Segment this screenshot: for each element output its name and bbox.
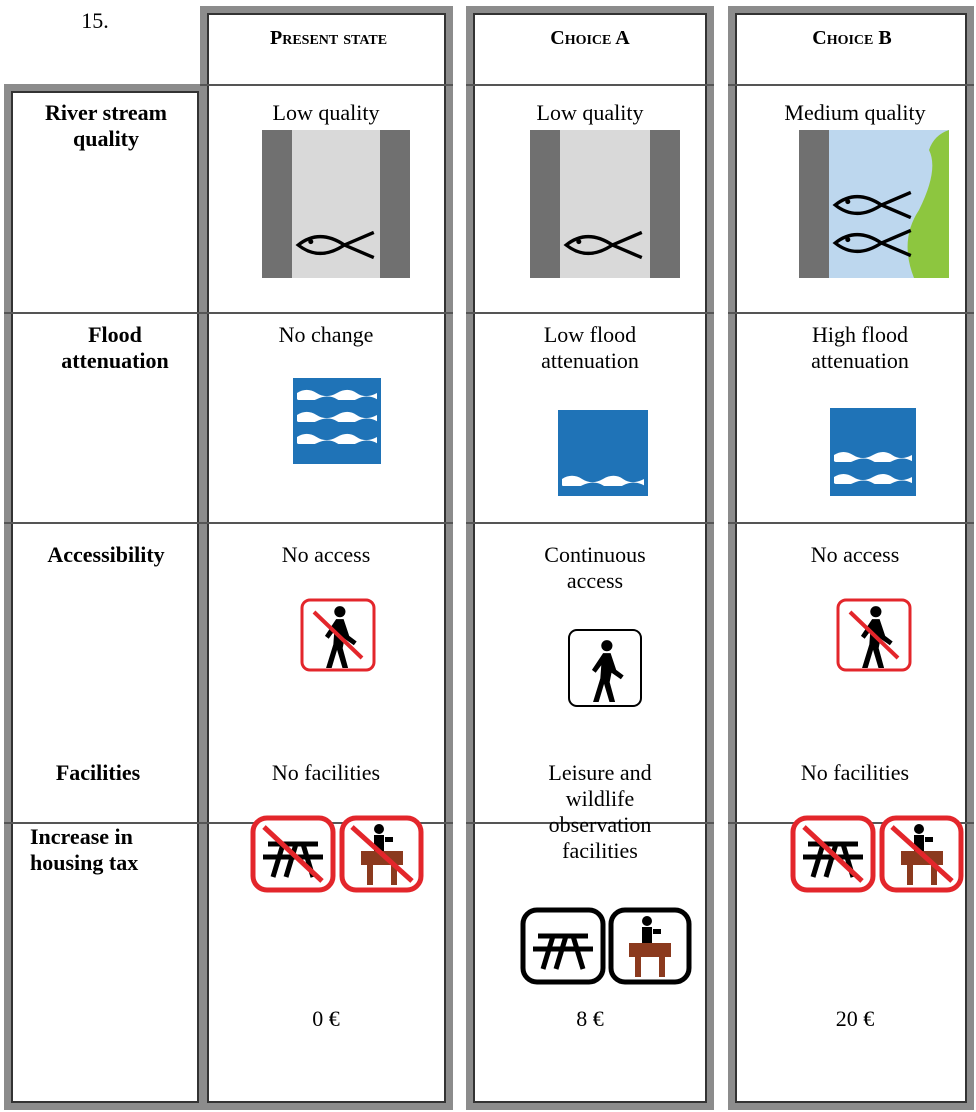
row-line xyxy=(466,312,714,314)
no-facilities-icons xyxy=(250,815,424,893)
row-line xyxy=(728,84,974,86)
choice-b-column xyxy=(728,6,974,1110)
flood-icon xyxy=(293,378,381,464)
cell-text: Low quality xyxy=(536,100,644,125)
row-line xyxy=(466,522,714,524)
column-header: Choice B xyxy=(812,27,892,49)
column-header: Present state xyxy=(270,27,388,49)
no-access-icon xyxy=(836,598,912,672)
cell-text: Continuous access xyxy=(544,542,646,593)
cell-text: No facilities xyxy=(271,760,381,785)
cell-text: No facilities xyxy=(800,760,910,785)
cell-text: Medium quality xyxy=(784,100,926,125)
cell-text: Leisure and wildlife observation facilit… xyxy=(548,760,652,863)
river-icon xyxy=(799,130,949,278)
cell-text: Low flood attenuation xyxy=(541,322,639,373)
cell-text: 0 € xyxy=(312,1006,340,1031)
cell-text: Low quality xyxy=(272,100,380,125)
present-column xyxy=(200,6,453,1110)
row-line xyxy=(4,822,206,824)
attribute-label: Facilities xyxy=(55,760,141,785)
cell-text: No change xyxy=(278,322,374,347)
row-line xyxy=(4,312,206,314)
river-icon xyxy=(262,130,410,278)
choice-a-column xyxy=(466,6,714,1110)
no-facilities-icons xyxy=(790,815,964,893)
column-header: Choice A xyxy=(550,27,630,49)
attribute-label: Increase in housing tax xyxy=(30,824,139,875)
row-line xyxy=(728,522,974,524)
facilities-icons xyxy=(520,907,692,985)
attribute-label: Flood attenuation xyxy=(61,322,169,373)
cell-text: 20 € xyxy=(835,1006,875,1031)
cell-text: High flood attenuation xyxy=(811,322,909,373)
cell-text: 8 € xyxy=(576,1006,604,1031)
river-icon xyxy=(530,130,680,278)
row-line xyxy=(728,312,974,314)
question-number: 15. xyxy=(81,8,109,33)
row-line xyxy=(466,84,714,86)
attribute-column xyxy=(4,84,206,1110)
flood-icon xyxy=(558,410,648,496)
access-icon xyxy=(568,629,642,707)
row-line xyxy=(200,522,453,524)
row-line xyxy=(200,84,453,86)
row-line xyxy=(4,522,206,524)
cell-text: No access xyxy=(810,542,900,567)
row-line xyxy=(200,312,453,314)
cell-text: No access xyxy=(281,542,371,567)
attribute-label: River stream quality xyxy=(45,100,167,151)
attribute-label: Accessibility xyxy=(47,542,165,567)
flood-icon xyxy=(830,408,916,496)
row-line xyxy=(466,822,714,824)
no-access-icon xyxy=(300,598,376,672)
